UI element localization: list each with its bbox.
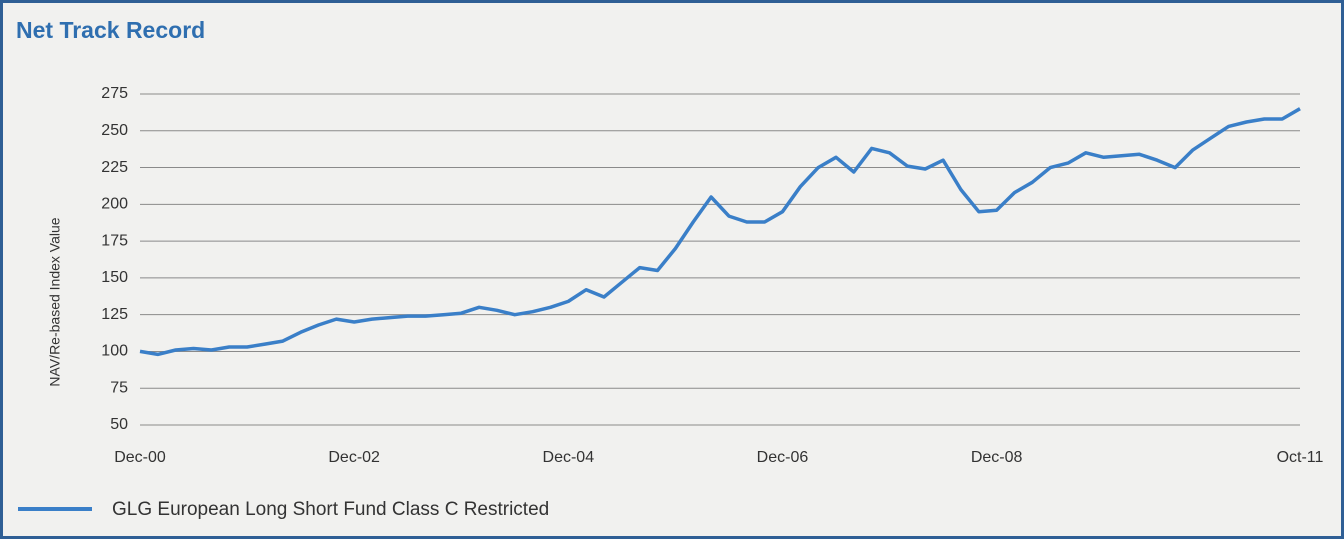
y-tick-label: 75 <box>110 379 128 396</box>
data-line <box>139 107 1301 357</box>
x-tick-label: Dec-00 <box>114 449 166 466</box>
y-tick-label: 150 <box>101 269 128 286</box>
y-axis-label: NAV/Re-based Index Value <box>47 217 63 386</box>
y-tick-label: 250 <box>101 122 128 139</box>
y-tick-label: 50 <box>110 416 128 433</box>
y-tick-label: 275 <box>101 85 128 102</box>
y-tick-label: 125 <box>101 306 128 323</box>
x-tick-label: Dec-04 <box>543 449 595 466</box>
y-tick-label: 175 <box>101 232 128 249</box>
x-tick-label: Dec-06 <box>757 449 809 466</box>
chart-title: Net Track Record <box>16 17 205 43</box>
legend-label: GLG European Long Short Fund Class C Res… <box>112 499 549 520</box>
y-tick-label: 200 <box>101 196 128 213</box>
x-tick-label: Dec-08 <box>971 449 1023 466</box>
x-tick-label: Oct-11 <box>1277 449 1324 466</box>
y-tick-label: 100 <box>101 343 128 360</box>
y-tick-label: 225 <box>101 159 128 176</box>
x-tick-label: Dec-02 <box>328 449 380 466</box>
